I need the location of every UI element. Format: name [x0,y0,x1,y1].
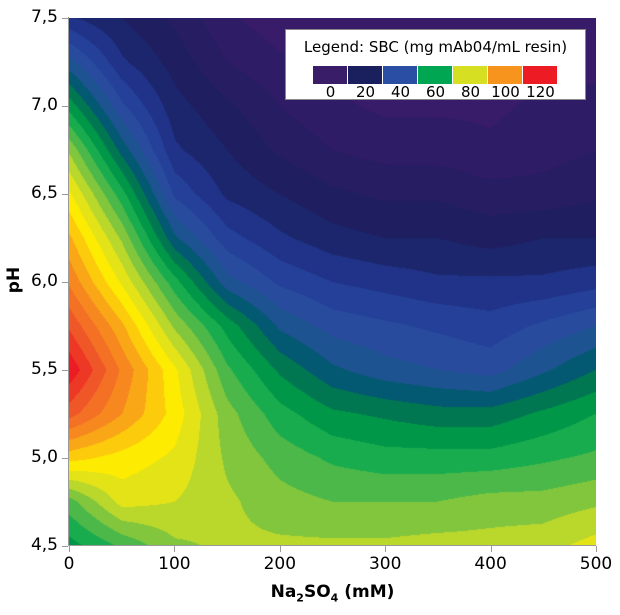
y-tick-mark [62,282,68,283]
contour-surface [69,18,596,546]
legend-swatch [523,66,557,84]
x-axis-title: Na2SO4 (mM) [69,582,596,604]
x-tick-mark [596,546,597,552]
y-tick-label: 6,0 [30,271,58,291]
x-tick-label: 100 [158,554,191,574]
x-tick-mark [385,546,387,552]
x-tick-mark [490,546,492,552]
legend-level-label: 20 [355,83,376,101]
legend-level-label: 60 [425,83,446,101]
legend-level-label: 0 [325,83,336,101]
x-tick-label: 400 [474,554,507,574]
legend-swatch [488,66,522,84]
y-tick-label: 6,5 [30,183,58,203]
y-tick-label: 4,5 [30,535,58,555]
y-tick-mark [62,370,68,371]
legend-swatch [418,66,452,84]
legend-level-label: 120 [526,83,555,101]
y-tick-label: 5,5 [30,359,58,379]
legend-title: Legend: SBC (mg mAb04/mL resin) [303,38,568,56]
legend-swatch [453,66,487,84]
x-title-part: (mM) [338,582,395,602]
x-title-part: SO [303,582,331,602]
x-tick-label: 300 [368,554,402,574]
x-tick-label: 500 [579,554,613,574]
y-tick-mark [62,18,68,19]
y-tick-mark [62,194,68,195]
contour-plot-area [69,18,596,546]
legend-level-label: 100 [491,83,520,101]
x-tick-label: 200 [263,554,297,574]
y-tick-label: 7,0 [30,95,58,115]
x-title-subscript: 4 [330,591,339,605]
x-tick-mark [69,546,70,552]
legend-swatch [348,66,382,84]
y-axis-title: pH [4,266,24,294]
x-tick-label: 0 [63,554,75,574]
x-tick-mark [174,546,176,552]
legend-swatch [383,66,417,84]
legend-color-bar [313,66,558,84]
x-title-part: Na [270,582,297,602]
y-tick-label: 7,5 [30,7,58,27]
legend: Legend: SBC (mg mAb04/mL resin) 0 20 40 60 8… [285,29,586,100]
y-tick-mark [62,458,68,459]
y-tick-mark [62,106,68,107]
y-tick-mark [62,546,68,547]
y-tick-label: 5,0 [30,447,58,467]
x-title-subscript: 2 [296,591,304,605]
legend-level-label: 80 [460,83,481,101]
x-tick-mark [279,546,281,552]
legend-labels: 0 20 40 60 80 100 120 [313,85,558,100]
legend-level-label: 40 [390,83,411,101]
legend-swatch [313,66,347,84]
